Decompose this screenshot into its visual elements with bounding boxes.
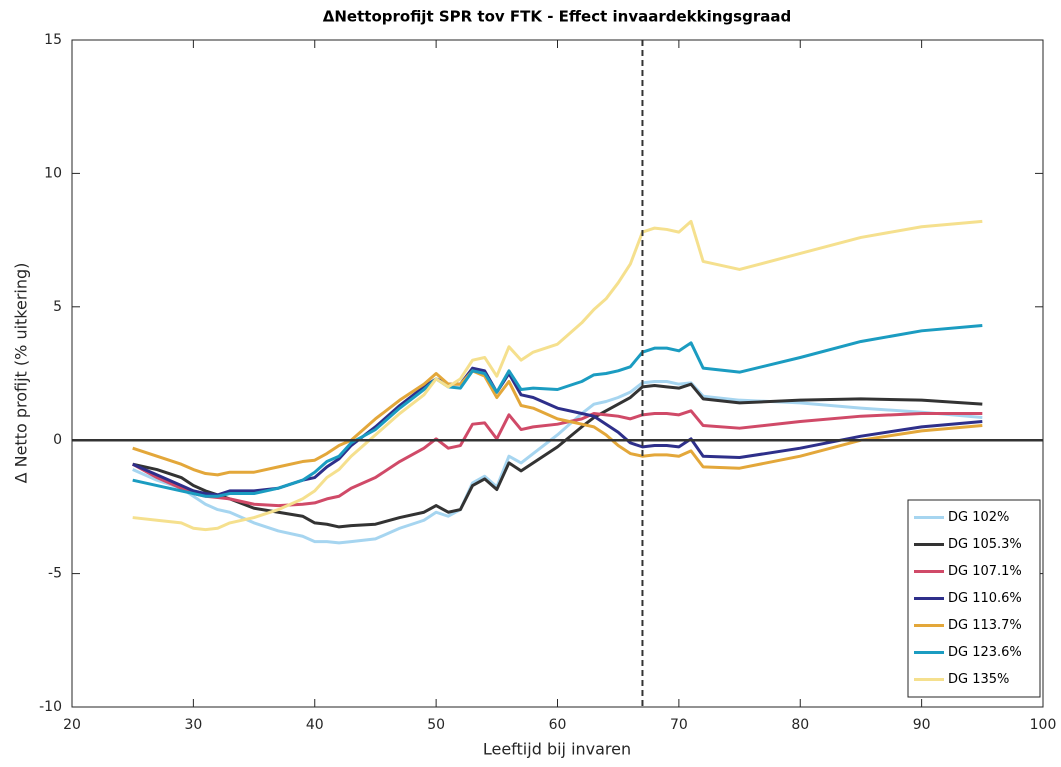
y-tick-label: 0: [53, 432, 62, 448]
x-tick-label: 40: [306, 717, 324, 733]
legend-label: DG 102%: [948, 510, 1009, 525]
y-tick-label: 5: [53, 299, 62, 315]
series-line: [132, 323, 983, 498]
x-tick-label: 20: [63, 717, 81, 733]
y-tick-label: 10: [44, 165, 62, 181]
plot-frame: [71, 39, 1044, 708]
legend-label: DG 135%: [948, 672, 1009, 687]
series-line: [132, 380, 983, 545]
y-tick-label: 15: [44, 32, 62, 48]
x-tick-label: 60: [549, 717, 567, 733]
y-axis-label: Δ Netto profijt (% uitkering): [12, 263, 31, 484]
series-line: [132, 382, 983, 529]
y-tick-label: -10: [39, 699, 62, 715]
legend-label: DG 110.6%: [948, 591, 1022, 606]
x-tick-label: 50: [427, 717, 445, 733]
legend-label: DG 113.7%: [948, 618, 1022, 633]
legend-label: DG 105.3%: [948, 537, 1022, 552]
series-line: [132, 366, 983, 497]
x-tick-label: 30: [184, 717, 202, 733]
x-tick-label: 90: [913, 717, 931, 733]
x-tick-label: 80: [791, 717, 809, 733]
y-tick-label: -5: [48, 566, 62, 582]
x-tick-label: 100: [1030, 717, 1057, 733]
x-axis-label: Leeftijd bij invaren: [483, 740, 631, 759]
legend-label: DG 123.6%: [948, 645, 1022, 660]
legend: DG 102% DG 105.3% DG 107.1% DG 110.6% DG 113…: [907, 499, 1041, 698]
series-line: [131, 409, 983, 508]
series-line: [132, 219, 983, 532]
legend-label: DG 107.1%: [948, 564, 1022, 579]
x-tick-label: 70: [670, 717, 688, 733]
chart-title: ΔNettoprofijt SPR tov FTK - Effect invaa…: [323, 8, 791, 26]
